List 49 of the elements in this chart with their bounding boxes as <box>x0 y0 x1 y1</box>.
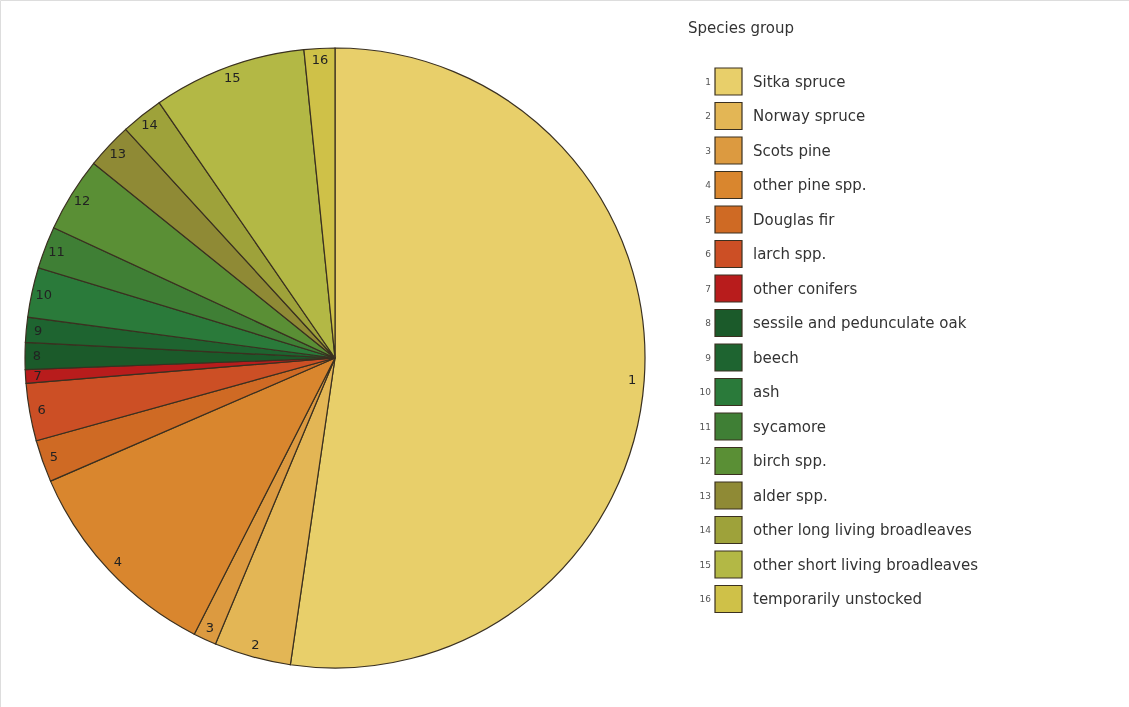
text: 4 <box>705 180 711 190</box>
text: 6 <box>705 249 711 259</box>
text: 8 <box>705 318 711 328</box>
legend-label: temporarily unstocked <box>753 590 922 608</box>
text: 10 <box>699 387 711 397</box>
text: 1 <box>705 76 711 87</box>
text: 9 <box>34 322 43 338</box>
legend-label: beech <box>753 348 799 367</box>
text: 1 <box>628 371 637 387</box>
legend-label: Douglas fir <box>753 210 836 229</box>
text: 11 <box>699 421 711 432</box>
legend-label: Norway spruce <box>753 107 866 125</box>
text: 3 <box>205 620 214 636</box>
text: 15 <box>224 70 241 86</box>
legend-label: ash <box>753 383 780 401</box>
text: 14 <box>699 525 711 535</box>
text: 12 <box>699 456 711 466</box>
legend-label: other pine spp. <box>753 176 867 194</box>
legend-title: Species group <box>688 19 795 37</box>
text: 14 <box>141 116 158 132</box>
legend-label: sessile and pedunculate oak <box>753 314 967 332</box>
legend-label: sycamore <box>753 417 826 436</box>
legend-label: alder spp. <box>753 486 828 505</box>
text: 5 <box>49 449 59 465</box>
legend-label: Scots pine <box>753 141 831 160</box>
text: 7 <box>705 283 711 294</box>
legend-label: birch spp. <box>753 452 827 470</box>
legend-label: other conifers <box>753 279 858 298</box>
text: 12 <box>73 192 91 208</box>
text: 8 <box>32 348 42 364</box>
text: 7 <box>33 367 42 383</box>
text: 13 <box>109 146 127 161</box>
text: 11 <box>48 243 65 259</box>
text: 4 <box>113 554 122 569</box>
legend-label: other long living broadleaves <box>753 521 972 539</box>
text: 2 <box>251 637 260 653</box>
text: 9 <box>705 352 711 363</box>
text: 2 <box>705 111 711 121</box>
legend-label: larch spp. <box>753 245 827 263</box>
legend-label: other short living broadleaves <box>753 555 979 574</box>
text: 3 <box>705 145 711 156</box>
text: 6 <box>37 402 46 418</box>
text: 5 <box>705 214 711 225</box>
text: 15 <box>699 559 711 570</box>
legend-label: Sitka spruce <box>753 72 846 91</box>
text: 16 <box>311 52 329 68</box>
text: 13 <box>699 490 711 501</box>
text: 10 <box>35 286 53 302</box>
text: 16 <box>699 594 711 604</box>
